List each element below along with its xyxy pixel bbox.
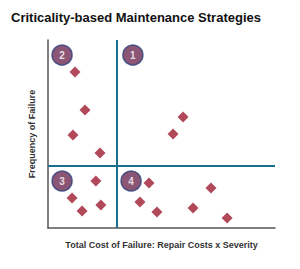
svg-text:4: 4 bbox=[128, 176, 134, 187]
svg-text:1: 1 bbox=[130, 50, 136, 61]
svg-text:Criticality-based Maintenance: Criticality-based Maintenance Strategies bbox=[11, 10, 261, 25]
svg-text:3: 3 bbox=[59, 176, 65, 187]
svg-text:Total Cost of Failure: Repair: Total Cost of Failure: Repair Costs x Se… bbox=[65, 240, 257, 250]
svg-text:2: 2 bbox=[59, 50, 65, 61]
svg-text:Frequency of Failure: Frequency of Failure bbox=[27, 90, 37, 179]
